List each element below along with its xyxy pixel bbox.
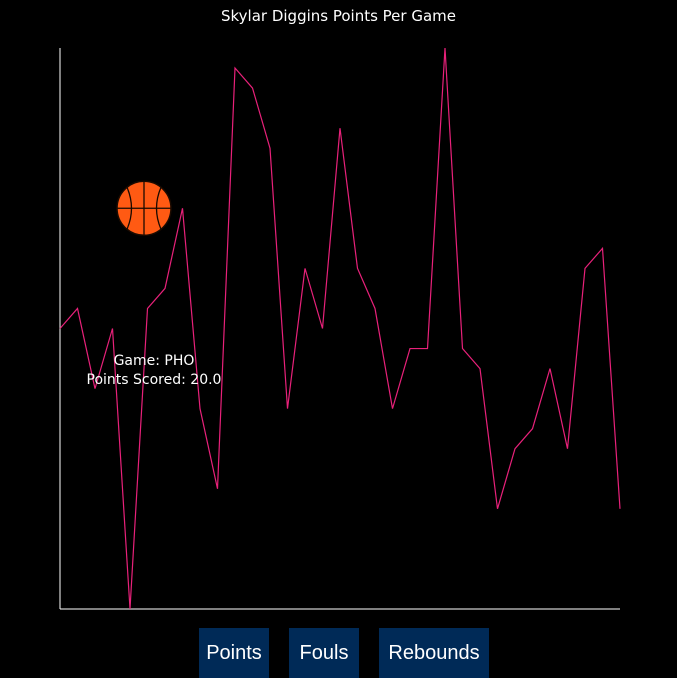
data-point[interactable] <box>161 284 169 292</box>
chart-title: Skylar Diggins Points Per Game <box>220 7 457 25</box>
data-point[interactable] <box>56 325 64 333</box>
data-point[interactable] <box>494 505 502 513</box>
data-point[interactable] <box>319 325 327 333</box>
rebounds-button[interactable]: Rebounds <box>379 628 489 678</box>
data-point[interactable] <box>406 345 414 353</box>
points-button[interactable]: Points <box>199 628 269 678</box>
data-point[interactable] <box>354 264 362 272</box>
data-point[interactable] <box>476 365 484 373</box>
data-point[interactable] <box>214 485 222 493</box>
data-point[interactable] <box>144 304 152 312</box>
data-point[interactable] <box>459 345 467 353</box>
data-point[interactable] <box>266 144 274 152</box>
data-point[interactable] <box>301 264 309 272</box>
data-point[interactable] <box>231 64 239 72</box>
data-point[interactable] <box>389 405 397 413</box>
data-point[interactable] <box>564 445 572 453</box>
data-point[interactable] <box>546 365 554 373</box>
points-series <box>56 44 624 613</box>
data-point[interactable] <box>441 44 449 52</box>
data-point[interactable] <box>599 244 607 252</box>
data-point[interactable] <box>249 84 257 92</box>
data-point[interactable] <box>616 505 624 513</box>
basketball-seam <box>155 187 162 230</box>
data-point[interactable] <box>424 345 432 353</box>
tooltip-points: Points Scored: 20.0 <box>86 372 222 388</box>
data-point[interactable] <box>284 405 292 413</box>
data-point[interactable] <box>529 425 537 433</box>
game-tooltip: Game: PHO Points Scored: 20.0 <box>60 352 248 390</box>
fouls-button[interactable]: Fouls <box>289 628 359 678</box>
data-point[interactable] <box>74 304 82 312</box>
basketball-icon[interactable] <box>116 180 172 237</box>
data-point[interactable] <box>336 124 344 132</box>
data-point[interactable] <box>126 605 134 613</box>
data-point[interactable] <box>581 264 589 272</box>
data-point[interactable] <box>109 325 117 333</box>
tooltip-game: Game: PHO <box>113 353 195 369</box>
data-point[interactable] <box>511 445 519 453</box>
data-point[interactable] <box>196 405 204 413</box>
basketball-seam <box>126 187 133 230</box>
data-point[interactable] <box>179 204 187 212</box>
data-point[interactable] <box>371 304 379 312</box>
points-series-line <box>59 47 621 610</box>
